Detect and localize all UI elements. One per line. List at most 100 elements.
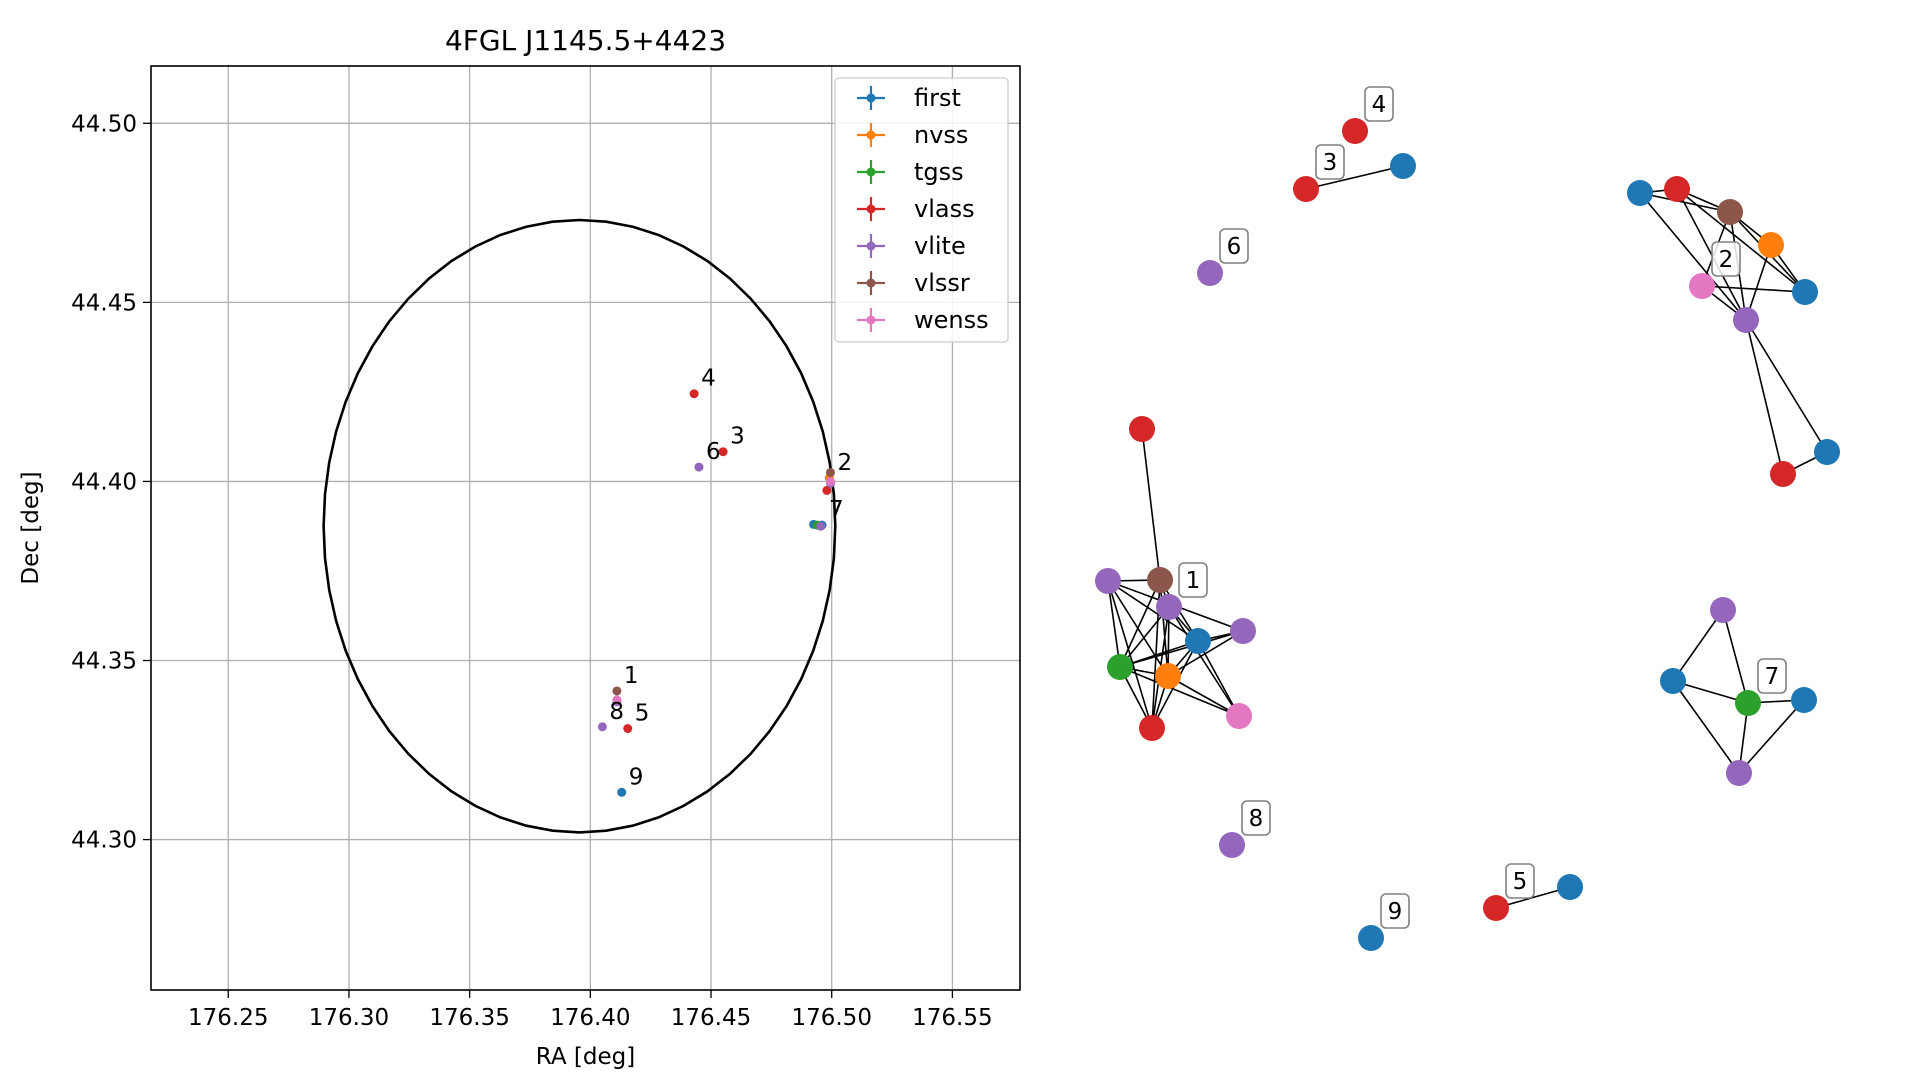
network-node-vlite bbox=[1726, 760, 1752, 786]
legend-marker-dot bbox=[866, 130, 876, 140]
network-node-tgss bbox=[1735, 690, 1761, 716]
network-edge bbox=[1639, 192, 1747, 321]
x-tick-label: 176.40 bbox=[550, 1005, 630, 1031]
network-node-first bbox=[1185, 628, 1211, 654]
x-tick-label: 176.25 bbox=[188, 1005, 268, 1031]
legend-marker-dot bbox=[866, 241, 876, 251]
network-label: 1 bbox=[1178, 562, 1208, 598]
network-edge bbox=[1676, 188, 1806, 293]
network-node-first bbox=[1791, 687, 1817, 713]
network-labels: 1 2 3 4 5 6 7 8 9 bbox=[1178, 86, 1787, 929]
network-label-box bbox=[1757, 658, 1787, 694]
legend-item-vlass: vlass bbox=[857, 195, 975, 223]
network-node-wenss bbox=[1226, 703, 1252, 729]
network-label-text: 8 bbox=[1249, 806, 1264, 832]
network-label-box bbox=[1315, 144, 1345, 180]
legend-label: first bbox=[914, 84, 961, 112]
source-annotation: 9 bbox=[629, 764, 644, 790]
network-edge bbox=[1738, 699, 1805, 774]
network-label-text: 9 bbox=[1388, 899, 1403, 925]
x-tick-label: 176.55 bbox=[912, 1005, 992, 1031]
network-label-text: 7 bbox=[1765, 664, 1780, 690]
legend-marker-dot bbox=[866, 315, 876, 325]
network-node-vlite bbox=[1197, 260, 1223, 286]
network-node-vlass bbox=[1129, 416, 1155, 442]
network-label-text: 3 bbox=[1323, 150, 1338, 176]
legend-marker-dot bbox=[866, 167, 876, 177]
network-node-first bbox=[1627, 180, 1653, 206]
y-tick-label: 44.40 bbox=[71, 469, 137, 495]
legend: first nvss tgss vlass vlite vlssr wenss bbox=[834, 77, 1009, 343]
network-node-vlass bbox=[1139, 715, 1165, 741]
legend-label: wenss bbox=[914, 306, 989, 334]
network-edge bbox=[1119, 579, 1161, 668]
x-axis-title: RA [deg] bbox=[536, 1044, 635, 1070]
network-node-vlass bbox=[1342, 118, 1368, 144]
network-node-vlite bbox=[1095, 568, 1121, 594]
network-label-box bbox=[1380, 893, 1410, 929]
source-annotation: 3 bbox=[730, 424, 745, 450]
legend-box bbox=[834, 77, 1009, 343]
y-tick-label: 44.35 bbox=[71, 649, 137, 675]
network-label: 9 bbox=[1380, 893, 1410, 929]
network-label-box bbox=[1178, 562, 1208, 598]
source-annotation: 1 bbox=[624, 663, 639, 689]
legend-marker-dot bbox=[866, 204, 876, 214]
y-axis-title: Dec [deg] bbox=[18, 471, 44, 584]
data-point-vlass bbox=[718, 447, 728, 457]
network-edge bbox=[1305, 165, 1404, 190]
data-point-vlssr bbox=[612, 686, 622, 696]
network-edge bbox=[1745, 244, 1772, 321]
network-node-first bbox=[1660, 668, 1686, 694]
network-edge bbox=[1107, 580, 1199, 642]
network-node-first bbox=[1557, 874, 1583, 900]
network-edge bbox=[1119, 630, 1244, 668]
network-nodes bbox=[1095, 118, 1840, 951]
y-tick-label: 44.45 bbox=[71, 290, 137, 316]
network-node-vlite bbox=[1733, 307, 1759, 333]
localization-ellipse bbox=[322, 218, 837, 834]
chart-title: 4FGL J1145.5+4423 bbox=[445, 24, 726, 57]
network-edge bbox=[1107, 580, 1153, 729]
network-label-box bbox=[1364, 86, 1394, 122]
network-edge bbox=[1159, 579, 1169, 677]
network-node-vlssr bbox=[1717, 199, 1743, 225]
network-node-nvss bbox=[1155, 663, 1181, 689]
network-edge bbox=[1745, 319, 1828, 453]
legend-marker-dot bbox=[866, 278, 876, 288]
source-annotations: 1 2 3 4 5 6 7 8 9 bbox=[609, 366, 852, 791]
network-graph: 1 2 3 4 5 6 7 8 9 bbox=[1095, 86, 1840, 951]
legend-label: vlass bbox=[914, 195, 975, 223]
network-label-box bbox=[1505, 863, 1535, 899]
network-label: 4 bbox=[1364, 86, 1394, 122]
x-tick-label: 176.45 bbox=[671, 1005, 751, 1031]
source-annotation: 4 bbox=[701, 366, 716, 392]
network-edge bbox=[1107, 580, 1121, 668]
x-tick-label: 176.50 bbox=[791, 1005, 871, 1031]
legend-item-first: first bbox=[857, 84, 961, 112]
legend-item-vlite: vlite bbox=[857, 232, 966, 260]
network-node-vlssr bbox=[1147, 567, 1173, 593]
data-point-wenss bbox=[826, 476, 836, 486]
source-annotation: 5 bbox=[635, 701, 650, 727]
network-label-text: 5 bbox=[1513, 869, 1528, 895]
network-node-vlass bbox=[1664, 176, 1690, 202]
localization-ellipse-layer bbox=[322, 218, 837, 834]
legend-label: vlssr bbox=[914, 269, 970, 297]
x-tick-label: 176.30 bbox=[309, 1005, 389, 1031]
data-point-vlite bbox=[597, 722, 607, 732]
network-node-first bbox=[1814, 439, 1840, 465]
legend-item-nvss: nvss bbox=[857, 121, 968, 149]
network-label-text: 2 bbox=[1719, 247, 1734, 273]
network-label-box bbox=[1219, 228, 1249, 264]
network-node-vlite bbox=[1710, 597, 1736, 623]
data-points bbox=[597, 389, 836, 797]
network-node-vlass bbox=[1483, 895, 1509, 921]
legend-item-wenss: wenss bbox=[857, 306, 989, 334]
network-label-text: 1 bbox=[1186, 568, 1201, 594]
network-label: 5 bbox=[1505, 863, 1535, 899]
legend-label: tgss bbox=[914, 158, 964, 186]
network-label-box bbox=[1711, 241, 1741, 277]
network-node-vlass bbox=[1293, 176, 1319, 202]
scatter-chart: 4FGL J1145.5+4423 1 2 3 4 5 6 7 8 9 176.25 176.30… bbox=[18, 24, 1021, 1070]
